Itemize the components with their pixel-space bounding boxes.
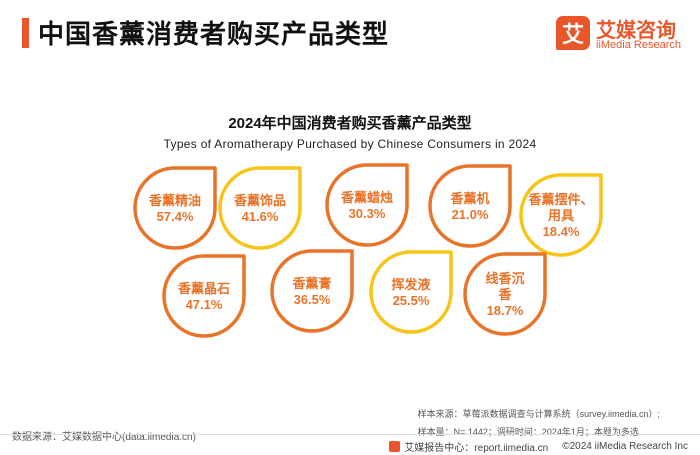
value-label: 18.4% (543, 224, 580, 239)
droplet-shape (325, 163, 409, 247)
category-label: 香薰精油 (148, 193, 201, 208)
category-label: 用具 (547, 208, 574, 223)
droplet-shape (218, 166, 302, 250)
category-label: 香薰膏 (291, 276, 331, 291)
droplet-shape (162, 254, 246, 338)
page-title: 中国香薰消费者购买产品类型 (38, 19, 390, 49)
category-label: 香 (497, 287, 512, 302)
category-label: 香薰饰品 (233, 193, 286, 208)
value-label: 41.6% (242, 209, 279, 224)
value-label: 21.0% (452, 207, 489, 222)
copyright: ©2024 iiMedia Research Inc (562, 441, 688, 452)
droplet-shape (369, 250, 453, 334)
title-accent-bar (22, 18, 29, 48)
report-center-link[interactable]: 艾媒报告中心：report.iimedia.cn (404, 443, 549, 454)
category-label: 香薰晶石 (177, 281, 230, 296)
value-label: 18.7% (487, 303, 524, 318)
value-label: 30.3% (349, 206, 386, 221)
logo-text-en: iiMedia Research (596, 39, 681, 51)
footer-bar: 艾媒报告中心：report.iimedia.cn ©2024 iiMedia R… (0, 434, 700, 455)
category-label: 香薰机 (449, 191, 489, 206)
droplet-shape (270, 249, 354, 333)
droplet-shape (519, 173, 603, 257)
droplet-shape (463, 252, 547, 336)
logo-text-cn: 艾媒咨询 (596, 20, 676, 42)
chart-subtitle: Types of Aromatherapy Purchased by Chine… (163, 137, 537, 151)
droplet-shape (133, 166, 217, 250)
value-label: 25.5% (393, 293, 430, 308)
iimedia-logo: 艾 艾媒咨询 iiMedia Research (556, 12, 686, 56)
category-label: 线香沉 (485, 271, 524, 286)
sample-size: 样本量：N= 1442；调研时间：2024年1月；本题为多选 (417, 427, 639, 437)
data-source: 数据来源：艾媒数据中心(data.iimedia.cn) (12, 432, 196, 443)
value-label: 57.4% (157, 209, 194, 224)
chart-title: 2024年中国消费者购买香薰产品类型 (228, 115, 472, 132)
footer-text: 艾媒报告中心：report.iimedia.cn ©2024 iiMedia R… (389, 439, 688, 454)
logo-icon: 艾 (556, 16, 590, 50)
category-label: 香薰蜡烛 (340, 190, 393, 205)
value-label: 47.1% (186, 297, 223, 312)
sample-source: 样本来源：草莓派数据调查与计算系统（survey.iimedia.cn）; (417, 409, 660, 419)
droplet-shape (428, 164, 512, 248)
category-label: 香薰摆件、 (527, 192, 593, 207)
value-label: 36.5% (294, 292, 331, 307)
report-center-icon (389, 441, 401, 452)
category-label: 挥发液 (391, 277, 430, 292)
sample-notes: 样本来源：草莓派数据调查与计算系统（survey.iimedia.cn）; 样本… (418, 405, 660, 441)
